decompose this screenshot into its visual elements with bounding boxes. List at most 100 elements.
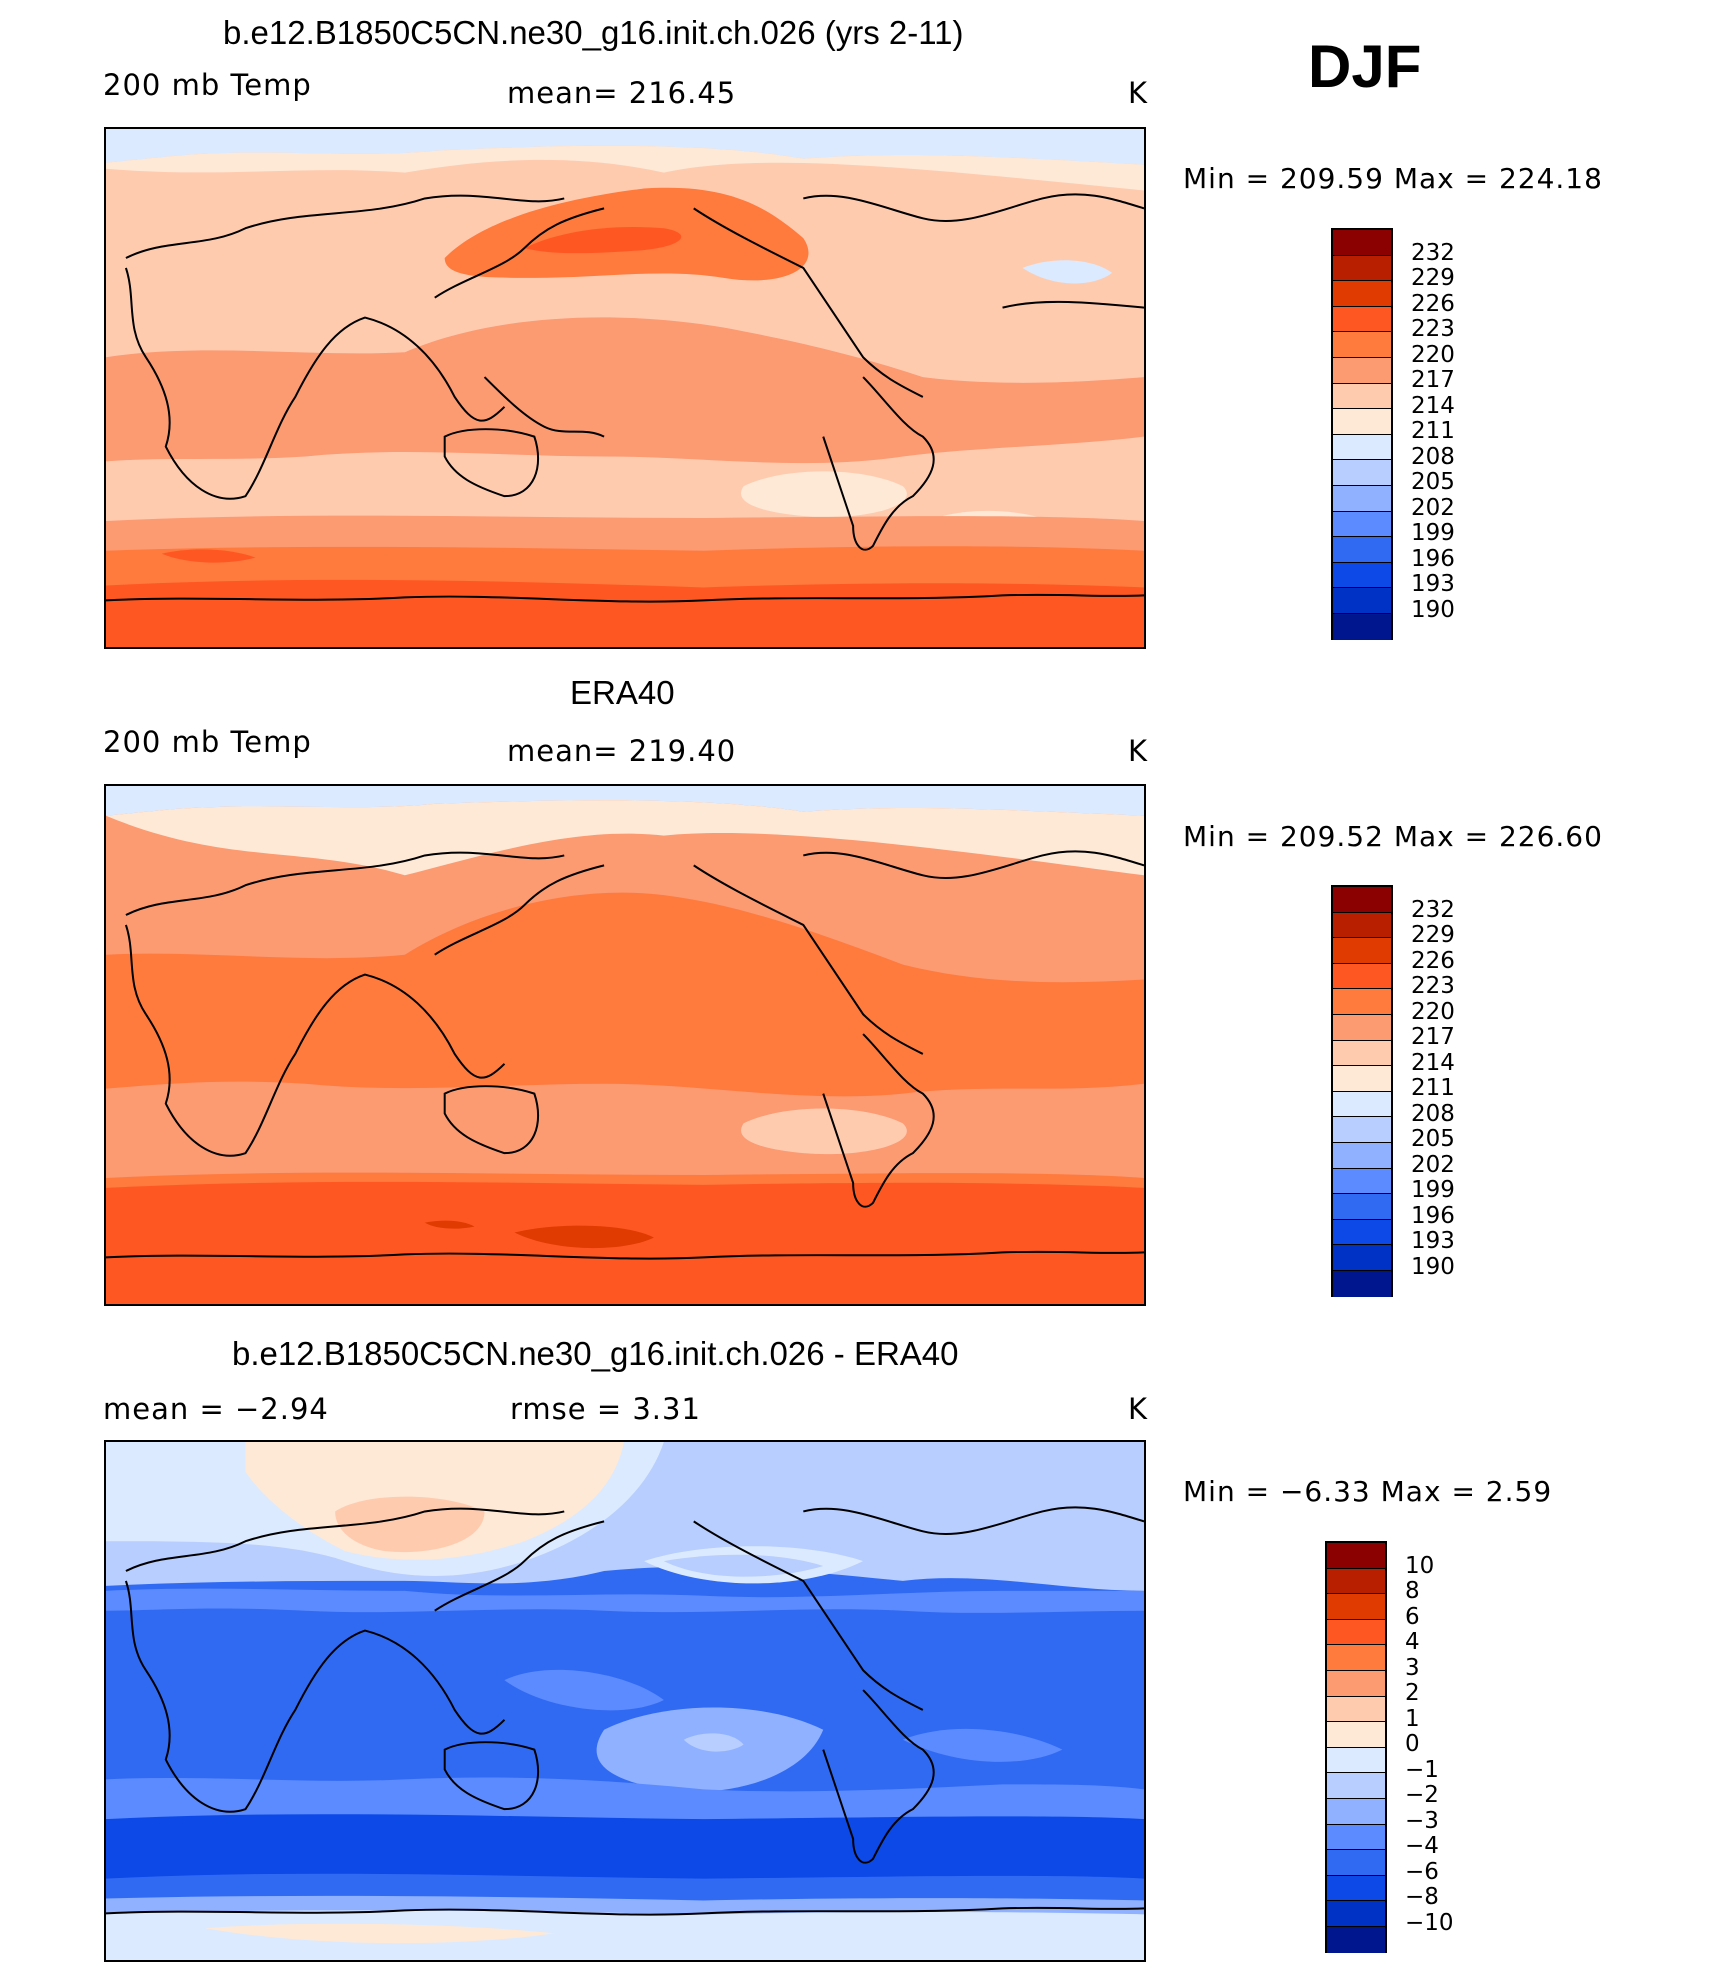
colorbar-swatch: [1327, 1645, 1385, 1671]
panel1-mean-label: mean= 216.45: [507, 76, 737, 110]
colorbar-swatch: [1333, 1142, 1391, 1169]
colorbar-tick-label: 202: [1411, 494, 1455, 521]
colorbar-swatch: [1333, 613, 1391, 640]
colorbar-tick-label: 232: [1411, 239, 1455, 266]
colorbar-tick-label: −8: [1405, 1884, 1439, 1910]
colorbar-swatch: [1333, 989, 1391, 1015]
colorbar-tick-label: 208: [1411, 1100, 1455, 1127]
panel2-variable-label: 200 mb Temp: [103, 725, 312, 759]
colorbar-swatch: [1333, 1014, 1391, 1041]
panel3-title: b.e12.B1850C5CN.ne30_g16.init.ch.026 - E…: [232, 1335, 959, 1372]
colorbar-tick-label: 6: [1405, 1603, 1420, 1630]
colorbar-swatch: [1333, 1194, 1391, 1220]
colorbar-swatch: [1333, 1219, 1391, 1246]
panel3-map: [104, 1440, 1146, 1962]
colorbar-swatch: [1333, 562, 1391, 589]
panel3-contour-field: [106, 1442, 1144, 1960]
colorbar-swatch: [1333, 1040, 1391, 1067]
colorbar-tick-label: 226: [1411, 947, 1455, 974]
colorbar-swatch: [1327, 1670, 1385, 1697]
colorbar-tick-label: −3: [1405, 1807, 1439, 1834]
panel3-minmax-label: Min = −6.33 Max = 2.59: [1183, 1475, 1553, 1508]
colorbar-swatch: [1333, 963, 1391, 990]
colorbar-tick-label: 214: [1411, 1049, 1455, 1076]
colorbar-swatch: [1333, 306, 1391, 333]
colorbar-swatch: [1333, 887, 1391, 913]
colorbar-tick-label: 10: [1405, 1552, 1435, 1579]
colorbar-swatch: [1327, 1747, 1385, 1774]
colorbar-tick-label: 193: [1411, 571, 1455, 597]
panel2-mean-label: mean= 219.40: [507, 734, 737, 768]
colorbar-swatch: [1327, 1773, 1385, 1799]
colorbar-tick-label: 196: [1411, 1202, 1455, 1229]
colorbar-tick-label: 196: [1411, 545, 1455, 572]
colorbar-tick-label: 190: [1411, 596, 1455, 623]
colorbar-swatch: [1327, 1901, 1385, 1927]
colorbar-tick-label: 2: [1405, 1680, 1420, 1706]
colorbar-swatch: [1327, 1824, 1385, 1851]
colorbar-tick-label: 223: [1411, 316, 1455, 342]
colorbar-tick-label: 0: [1405, 1731, 1420, 1757]
panel2-map: [104, 784, 1146, 1306]
panel2-contour-field: [106, 786, 1144, 1304]
colorbar-swatch: [1333, 1245, 1391, 1271]
panel3-mean-label: mean = −2.94: [103, 1392, 329, 1426]
colorbar-tick-label: 199: [1411, 1177, 1455, 1203]
colorbar-swatch: [1327, 1543, 1385, 1569]
colorbar-swatch: [1333, 434, 1391, 461]
colorbar-swatch: [1327, 1696, 1385, 1723]
colorbar-tick-label: 190: [1411, 1253, 1455, 1280]
season-label: DJF: [1308, 33, 1422, 100]
colorbar-tick-label: 4: [1405, 1629, 1420, 1655]
colorbar-swatch: [1333, 230, 1391, 256]
colorbar-swatch: [1327, 1875, 1385, 1902]
panel2-colorbar: [1331, 885, 1393, 1297]
colorbar-tick-label: 214: [1411, 392, 1455, 419]
colorbar-swatch: [1333, 938, 1391, 964]
colorbar-tick-label: −4: [1405, 1833, 1439, 1859]
colorbar-tick-label: 205: [1411, 469, 1455, 495]
colorbar-swatch: [1333, 383, 1391, 410]
colorbar-swatch: [1333, 460, 1391, 486]
colorbar-swatch: [1333, 588, 1391, 614]
panel1-minmax-label: Min = 209.59 Max = 224.18: [1183, 162, 1603, 195]
colorbar-swatch: [1333, 912, 1391, 939]
panel2-minmax-label: Min = 209.52 Max = 226.60: [1183, 820, 1603, 853]
colorbar-swatch: [1333, 332, 1391, 358]
panel2-units-label: K: [1128, 734, 1149, 768]
colorbar-swatch: [1327, 1594, 1385, 1620]
colorbar-tick-label: −1: [1405, 1756, 1439, 1783]
colorbar-tick-label: 1: [1405, 1705, 1420, 1732]
colorbar-tick-label: 229: [1411, 922, 1455, 948]
colorbar-tick-label: 229: [1411, 265, 1455, 291]
colorbar-tick-label: 211: [1411, 418, 1455, 444]
panel3-colorbar: [1325, 1541, 1387, 1953]
colorbar-tick-label: 211: [1411, 1075, 1455, 1101]
colorbar-tick-label: −10: [1405, 1909, 1454, 1936]
colorbar-tick-label: −2: [1405, 1782, 1439, 1808]
panel1-contour-field: [106, 129, 1144, 647]
panel1-units-label: K: [1128, 76, 1149, 110]
panel2-title: ERA40: [570, 674, 675, 711]
colorbar-swatch: [1333, 409, 1391, 435]
colorbar-tick-label: 217: [1411, 367, 1455, 393]
colorbar-swatch: [1333, 281, 1391, 307]
colorbar-swatch: [1333, 255, 1391, 282]
colorbar-tick-label: 226: [1411, 290, 1455, 317]
colorbar-swatch: [1333, 511, 1391, 538]
colorbar-swatch: [1327, 1568, 1385, 1595]
colorbar-swatch: [1333, 537, 1391, 563]
colorbar-swatch: [1333, 1270, 1391, 1297]
colorbar-swatch: [1327, 1850, 1385, 1876]
colorbar-tick-label: 223: [1411, 973, 1455, 999]
colorbar-swatch: [1333, 1066, 1391, 1092]
colorbar-swatch: [1333, 1117, 1391, 1143]
colorbar-tick-label: 193: [1411, 1228, 1455, 1254]
colorbar-tick-label: 208: [1411, 443, 1455, 470]
colorbar-swatch: [1327, 1722, 1385, 1748]
colorbar-tick-label: 217: [1411, 1024, 1455, 1050]
colorbar-swatch: [1327, 1798, 1385, 1825]
colorbar-tick-label: −6: [1405, 1858, 1439, 1885]
colorbar-swatch: [1327, 1619, 1385, 1646]
colorbar-swatch: [1333, 485, 1391, 512]
